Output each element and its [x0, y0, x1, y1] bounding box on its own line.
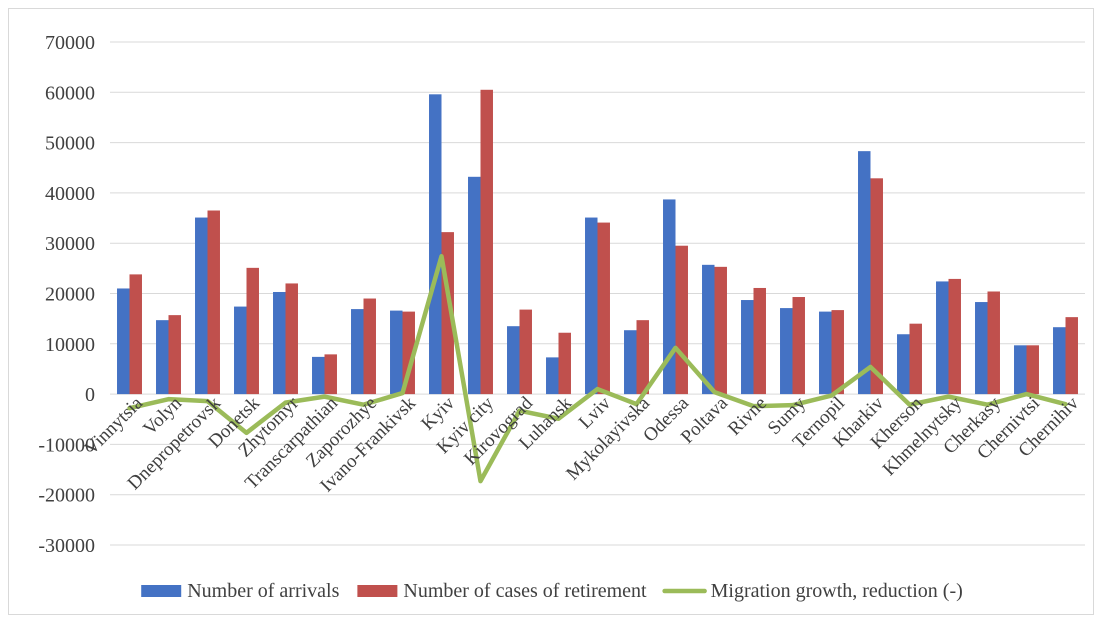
bar-number-of-cases-of-retirement-zhytomyr — [285, 283, 298, 395]
bar-number-of-cases-of-retirement-transcarpathian — [324, 354, 337, 395]
bar-number-of-arrivals-dnepropetrovsk — [195, 217, 208, 395]
bar-number-of-cases-of-retirement-chernihiv — [1065, 317, 1078, 395]
bar-number-of-cases-of-retirement-khmelnytsky — [948, 278, 961, 395]
bar-number-of-arrivals-donetsk — [234, 306, 247, 395]
migration-chart: 70000 60000 50000 40000 30000 20000 10000 0 -100… — [38, 32, 1085, 602]
y-tick-label: 30000 — [45, 233, 95, 255]
bar-number-of-arrivals-odessa — [663, 199, 676, 395]
bar-number-of-arrivals-luhansk — [546, 357, 559, 395]
bar-number-of-cases-of-retirement-donetsk — [246, 267, 259, 395]
bar-number-of-arrivals-kirovograd — [507, 326, 520, 395]
bar-number-of-cases-of-retirement-ternopil — [831, 310, 844, 395]
legend-item-migration-growth-reduction: Migration growth, reduction (-) — [662, 580, 963, 602]
bar-number-of-arrivals-rivne — [741, 300, 754, 395]
bar-number-of-arrivals-mykolayivska — [624, 330, 637, 395]
bar-number-of-arrivals-kyiv-city — [468, 176, 481, 395]
bar-number-of-cases-of-retirement-volyn — [168, 315, 181, 395]
bar-number-of-cases-of-retirement-mykolayivska — [636, 320, 649, 395]
bar-number-of-cases-of-retirement-dnepropetrovsk — [207, 210, 220, 395]
y-tick-label: 20000 — [45, 284, 95, 306]
bar-number-of-arrivals-lviv — [585, 217, 598, 395]
bar-number-of-cases-of-retirement-luhansk — [558, 332, 571, 395]
legend-swatch-number-of-cases-of-retirement — [357, 585, 398, 597]
y-tick-label: -20000 — [38, 485, 95, 507]
bar-number-of-arrivals-ternopil — [819, 311, 832, 395]
legend-label-migration-growth-reduction: Migration growth, reduction (-) — [711, 580, 963, 602]
bar-number-of-arrivals-transcarpathian — [312, 356, 325, 395]
bar-number-of-arrivals-ivano-frankivsk — [390, 310, 403, 395]
line-migration-growth-reduction — [127, 254, 1068, 484]
bar-number-of-cases-of-retirement-lviv — [597, 222, 610, 395]
bars — [117, 89, 1078, 395]
bar-number-of-cases-of-retirement-cherkasy — [987, 291, 1000, 395]
bar-number-of-arrivals-zaporozhye — [351, 309, 364, 395]
bar-number-of-arrivals-chernivtsi — [1014, 345, 1027, 395]
y-tick-label: 60000 — [45, 82, 95, 104]
bar-number-of-cases-of-retirement-kherson — [909, 323, 922, 395]
bar-number-of-arrivals-volyn — [156, 320, 169, 395]
y-tick-label: 70000 — [45, 32, 95, 54]
legend-item-number-of-cases-of-retirement: Number of cases of retirement — [357, 580, 647, 602]
y-tick-label: 10000 — [45, 334, 95, 356]
bar-number-of-arrivals-sumy — [780, 308, 793, 395]
bar-number-of-arrivals-zhytomyr — [273, 291, 286, 395]
y-tick-label: -30000 — [38, 535, 95, 557]
bar-number-of-cases-of-retirement-poltava — [714, 266, 727, 395]
legend: Number of arrivals Number of cases of ret… — [141, 580, 963, 602]
bar-number-of-cases-of-retirement-kyiv-city — [480, 89, 493, 395]
legend-item-number-of-arrivals: Number of arrivals — [141, 580, 340, 602]
bar-number-of-cases-of-retirement-sumy — [792, 297, 805, 395]
bar-number-of-cases-of-retirement-chernivtsi — [1026, 345, 1039, 395]
bar-number-of-cases-of-retirement-zaporozhye — [363, 298, 376, 395]
bar-number-of-cases-of-retirement-kirovograd — [519, 309, 532, 395]
bar-number-of-arrivals-chernihiv — [1053, 327, 1066, 395]
y-axis: 70000 60000 50000 40000 30000 20000 10000 0 -100… — [38, 32, 95, 557]
y-tick-label: 40000 — [45, 183, 95, 205]
bar-number-of-arrivals-kyiv — [429, 94, 442, 395]
bar-number-of-cases-of-retirement-ivano-frankivsk — [402, 311, 415, 395]
bar-number-of-arrivals-vinnytsia — [117, 288, 130, 395]
migration-line — [127, 254, 1068, 484]
bar-number-of-arrivals-poltava — [702, 264, 715, 395]
bar-number-of-cases-of-retirement-kharkiv — [870, 178, 883, 395]
bar-number-of-arrivals-cherkasy — [975, 302, 988, 395]
bar-number-of-cases-of-retirement-vinnytsia — [129, 274, 142, 395]
legend-label-number-of-cases-of-retirement: Number of cases of retirement — [403, 580, 647, 602]
y-tick-label: -10000 — [38, 434, 95, 456]
bar-number-of-cases-of-retirement-rivne — [753, 287, 766, 395]
bar-number-of-arrivals-kherson — [897, 334, 910, 395]
bar-number-of-cases-of-retirement-odessa — [675, 245, 688, 395]
y-tick-label: 50000 — [45, 133, 95, 155]
bar-number-of-arrivals-khmelnytsky — [936, 281, 949, 395]
y-tick-label: 0 — [85, 384, 95, 406]
bar-number-of-arrivals-kharkiv — [858, 151, 871, 395]
chart-frame: 70000 60000 50000 40000 30000 20000 10000 0 -100… — [8, 8, 1094, 615]
legend-swatch-number-of-arrivals — [141, 585, 182, 597]
legend-label-number-of-arrivals: Number of arrivals — [187, 580, 339, 602]
